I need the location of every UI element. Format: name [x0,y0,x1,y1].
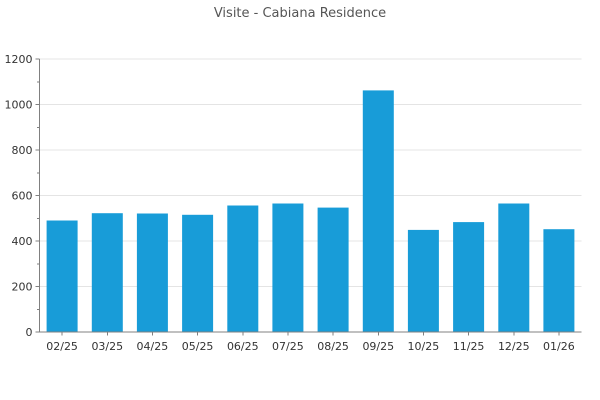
y-tick-label: 600 [12,190,33,203]
bar-03/25 [91,213,123,332]
y-tick-label: 200 [12,281,33,294]
bar-04/25 [136,213,168,332]
x-tick-label: 07/25 [272,340,304,353]
x-tick-label: 11/25 [453,340,485,353]
x-tick-label: 08/25 [317,340,349,353]
x-tick-label: 02/25 [46,340,78,353]
y-tick-label: 1000 [5,99,33,112]
chart-title: Visite - Cabiana Residence [214,6,386,21]
x-tick-label: 12/25 [498,340,530,353]
x-tick-label: 01/26 [543,340,575,353]
x-tick-label: 09/25 [362,340,394,353]
bar-01/26 [543,229,575,332]
x-tick-label: 03/25 [91,340,123,353]
bar-10/25 [407,229,439,332]
x-tick-label: 10/25 [408,340,440,353]
x-tick-label: 05/25 [182,340,214,353]
x-tick-label: 06/25 [227,340,259,353]
bar-09/25 [362,90,394,333]
bar-06/25 [227,205,259,332]
bar-02/25 [46,220,78,332]
plot-area: 0 200 400 600 800 1000 1200 02/25 03/25 04/25 05/2… [5,53,582,353]
y-tick-label: 0 [26,326,33,339]
bar-08/25 [317,207,349,332]
y-tick-label: 1200 [5,53,33,66]
bar-05/25 [182,214,214,332]
y-tick-label: 400 [12,235,33,248]
y-tick-label: 800 [12,144,33,157]
x-tick-label: 04/25 [137,340,169,353]
bar-07/25 [272,203,304,332]
bar-12/25 [498,203,530,332]
bar-11/25 [453,222,485,332]
